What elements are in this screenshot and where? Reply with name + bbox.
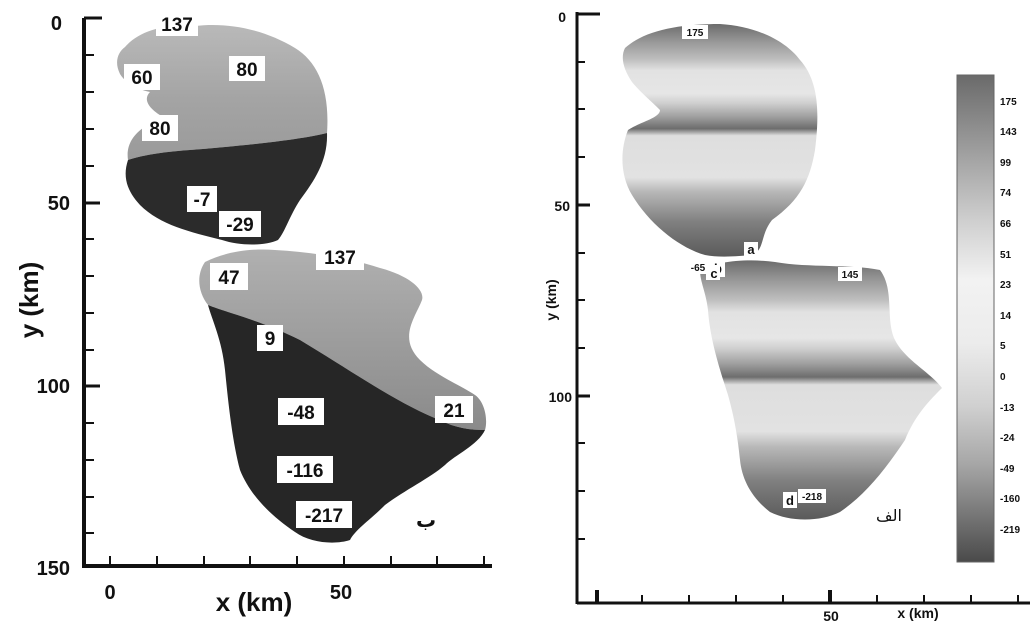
colorbar-label: 51 [1000, 250, 1012, 261]
left-value-label: -29 [226, 215, 253, 236]
left-value-label: 80 [149, 119, 170, 140]
right-panel-label: الف [876, 506, 902, 525]
left-y-tick-150: 150 [37, 558, 70, 580]
left-x-axis-title: x (km) [216, 587, 293, 617]
colorbar-label: 23 [1000, 280, 1012, 291]
colorbar [956, 74, 995, 563]
colorbar-label: 14 [1000, 311, 1012, 322]
colorbar-label: 143 [1000, 127, 1017, 138]
left-y-tick-100: 100 [37, 376, 70, 398]
left-value-label: -7 [194, 190, 211, 211]
right-y-tick-100: 100 [549, 389, 573, 405]
left-x-ticks [109, 556, 485, 566]
left-value-label: -48 [287, 403, 314, 424]
left-x-tick-50: 50 [330, 582, 352, 604]
point-label-a: a [747, 242, 755, 257]
left-y-axis-title: y (km) [14, 262, 44, 339]
right-value-label: -65 [691, 263, 706, 274]
left-value-label: 137 [324, 248, 356, 269]
left-value-label: 21 [443, 401, 465, 422]
left-value-label: 137 [161, 15, 193, 36]
left-south-basin-dark [208, 305, 485, 543]
left-y-tick-50: 50 [48, 193, 70, 215]
point-label-c: c [710, 266, 717, 281]
right-x-axis-title: x (km) [897, 605, 938, 621]
right-north-basin [622, 24, 818, 257]
colorbar-label: 175 [1000, 97, 1017, 108]
left-value-label: 80 [236, 60, 257, 81]
left-value-label: -217 [305, 506, 343, 527]
left-south-basin-grey [199, 249, 487, 430]
right-south-basin [700, 260, 942, 520]
right-panel: 0 50 100 50 x (km) y (km) 175 -65 145 -2… [543, 9, 1030, 621]
right-value-label: -218 [802, 492, 822, 503]
left-value-label: 47 [218, 268, 239, 289]
right-value-label: 175 [687, 28, 704, 39]
right-y-ticks [577, 61, 590, 540]
colorbar-label: 5 [1000, 341, 1006, 352]
right-value-label: 145 [842, 270, 859, 281]
right-x-tick-50: 50 [823, 608, 839, 621]
colorbar-label: 66 [1000, 219, 1012, 230]
colorbar-labels: 175 143 99 74 66 51 23 14 5 0 -13 -24 -4… [1000, 97, 1020, 536]
left-value-labels: 137 80 60 80 -7 -29 137 47 9 -48 21 -116… [124, 11, 473, 528]
colorbar-label: 99 [1000, 158, 1012, 169]
left-value-label: 9 [265, 329, 276, 350]
right-y-axis-title: y (km) [543, 279, 559, 320]
right-value-labels: 175 -65 145 -218 [682, 25, 862, 503]
left-value-label: -116 [287, 461, 324, 482]
left-panel-label: ب [416, 508, 436, 532]
right-y-tick-50: 50 [554, 198, 570, 214]
left-x-tick-0: 0 [104, 582, 115, 604]
left-value-label: 60 [131, 68, 152, 89]
right-y-tick-0: 0 [558, 9, 566, 25]
left-y-tick-0: 0 [51, 13, 62, 35]
colorbar-label: -13 [1000, 403, 1015, 414]
colorbar-label: 0 [1000, 372, 1006, 383]
colorbar-label: -160 [1000, 494, 1020, 505]
right-point-labels: a b c d [706, 242, 797, 508]
colorbar-label: -24 [1000, 433, 1015, 444]
left-y-ticks [84, 54, 100, 534]
colorbar-label: 74 [1000, 188, 1012, 199]
left-north-basin-dark [125, 133, 328, 245]
left-panel: 0 50 100 150 0 50 x (km) y (km) 137 80 6… [14, 11, 492, 617]
point-label-d: d [786, 493, 794, 508]
colorbar-label: -219 [1000, 525, 1020, 536]
colorbar-label: -49 [1000, 464, 1015, 475]
right-x-ticks [595, 590, 1019, 603]
